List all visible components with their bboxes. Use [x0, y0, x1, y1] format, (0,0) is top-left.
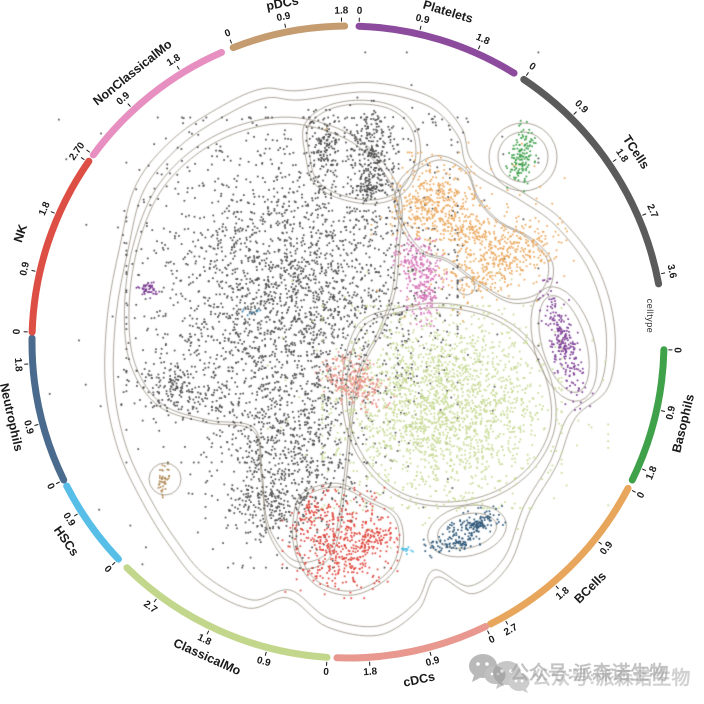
axis-tick-label: 0: [12, 328, 23, 334]
axis-tick: [55, 481, 60, 485]
axis-tick: [153, 598, 157, 603]
track-title: celltype: [645, 299, 655, 334]
axis-tick-label: 0: [527, 61, 538, 73]
axis-tick-label: 0.9: [18, 261, 32, 277]
axis-tick-label: 3.6: [665, 263, 679, 279]
axis-tick-label: 1.8: [363, 666, 378, 678]
axis-tick-label: 1.8: [474, 32, 492, 48]
axis-tick-label: 0: [44, 482, 57, 492]
axis-tick-label: 2.7: [141, 599, 159, 616]
axis-tick-label: 0.9: [21, 419, 35, 436]
axis-tick-label: 0: [673, 347, 684, 353]
ring-segment-label: HSCs: [51, 523, 82, 558]
axis-tick: [660, 410, 666, 413]
ring-arc: [28, 157, 93, 336]
ring-arc: [486, 484, 632, 628]
axis-tick-label: 0: [487, 634, 497, 647]
axis-tick: [661, 272, 666, 275]
ring-segment-Basophils: 0 0.9 1.8 Basophils: [628, 346, 697, 484]
ring-segment-label: NonClassicalMo: [90, 37, 174, 108]
axis-tick: [429, 651, 432, 656]
ring-segment-label: Platelets: [421, 0, 474, 26]
axis-tick-label: 1.8: [334, 5, 349, 16]
axis-tick-label: 1.8: [165, 52, 183, 69]
axis-tick: [573, 111, 577, 115]
ring-segment-Neutrophils: 0 0.9 1.8 Neutrophils: [0, 334, 68, 492]
axis-tick-label: 0.9: [664, 405, 678, 421]
axis-tick-label: 0.9: [255, 655, 272, 669]
axis-tick-label: 1.8: [12, 357, 24, 372]
ring-segment-label: NK: [11, 223, 30, 245]
axis-tick-label: 0.9: [598, 539, 616, 557]
axis-tick-label: 2.7: [644, 203, 660, 221]
axis-tick: [176, 65, 180, 70]
axis-tick: [631, 490, 636, 493]
ring-segment-label: BCells: [571, 569, 609, 606]
axis-tick: [419, 25, 422, 30]
ring-segment-NK: 00.91.82.7NK: [11, 145, 93, 336]
axis-tick-label: 0: [75, 140, 87, 151]
axis-tick: [612, 158, 617, 163]
axis-tick: [31, 269, 36, 272]
axis-tick: [598, 541, 603, 545]
axis-tick: [86, 149, 90, 153]
axis-tick-label: 0.9: [276, 11, 292, 25]
axis-tick: [127, 103, 131, 107]
axis-tick: [50, 211, 55, 214]
ring-segment-label: Neutrophils: [0, 382, 26, 453]
axis-tick: [487, 630, 490, 635]
axis-tick-label: 0.9: [425, 655, 442, 669]
axis-tick: [642, 213, 647, 216]
axis-tick-label: 0: [323, 667, 330, 678]
axis-tick: [555, 585, 559, 590]
axis-tick: [284, 23, 287, 28]
axis-tick: [111, 561, 116, 566]
ring-arc: [333, 623, 490, 662]
ring-segment-BCells: 0 0.9 1.8 2.7 BCells: [486, 484, 648, 639]
axis-tick-label: 1.8: [37, 200, 53, 218]
axis-tick-label: 0: [357, 6, 363, 17]
axis-tick-label: 0.9: [414, 13, 430, 27]
axis-tick: [525, 72, 529, 76]
axis-tick-label: 2.7: [502, 622, 520, 639]
axis-tick-label: 0: [635, 490, 648, 500]
ring-arc: [520, 75, 663, 288]
ring-arc: [89, 48, 225, 159]
axis-tick-label: 0: [102, 564, 114, 576]
axis-tick-label: 1.8: [554, 585, 572, 603]
axis-tick: [206, 630, 210, 635]
axis-tick: [229, 39, 233, 44]
ring-segment-cDCs: 0 0.9 1.8 cDCs: [333, 623, 497, 690]
axis-tick-label: 1.8: [644, 464, 660, 482]
ring-arc: [355, 22, 518, 77]
ring-arc: [628, 346, 668, 484]
axis-tick: [34, 424, 39, 427]
ring-segment-label: cDCs: [402, 669, 436, 689]
axis-tick: [80, 157, 85, 161]
axis-tick-label: 0: [223, 27, 233, 39]
axis-tick: [73, 513, 78, 517]
ring-arc: [123, 564, 331, 661]
ring-segment-label: Basophils: [669, 393, 697, 454]
axis-tick: [505, 620, 509, 625]
ring-arc: [28, 334, 68, 484]
ring-arc: [63, 482, 122, 563]
ring-arc: [229, 22, 349, 52]
axis-tick: [264, 651, 267, 656]
axis-tick: [642, 468, 647, 472]
axis-tick: [477, 45, 481, 50]
